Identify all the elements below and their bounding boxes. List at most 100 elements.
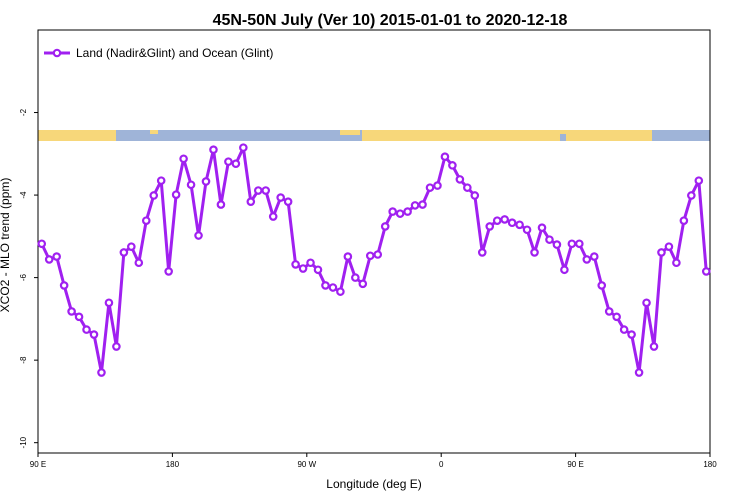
data-point — [440, 152, 450, 161]
data-point — [365, 251, 375, 261]
data-point — [52, 252, 61, 261]
data-point — [89, 330, 99, 339]
data-point — [560, 265, 569, 275]
data-point — [657, 248, 666, 257]
data-point — [597, 281, 607, 290]
data-point — [119, 248, 129, 257]
data-point — [127, 242, 136, 251]
data-point — [246, 197, 256, 206]
data-point — [156, 176, 166, 185]
data-point — [343, 252, 353, 261]
land-strip — [150, 130, 158, 134]
data-point — [395, 209, 405, 218]
data-point — [74, 312, 84, 322]
x-axis-label: Longitude (deg E) — [326, 477, 421, 491]
data-point — [321, 281, 330, 290]
data-point — [433, 181, 442, 190]
data-point — [619, 325, 629, 334]
data-point — [522, 225, 532, 235]
data-point — [701, 267, 711, 276]
data-point — [194, 231, 203, 240]
data-point — [104, 298, 114, 308]
data-point — [201, 177, 211, 186]
data-point — [291, 260, 300, 269]
data-point — [410, 201, 420, 210]
data-point — [149, 191, 159, 200]
data-point — [298, 264, 308, 273]
data-point — [44, 255, 54, 264]
data-point — [627, 330, 636, 339]
data-point — [470, 191, 480, 200]
x-tick-label: 90 E — [567, 460, 583, 469]
data-point — [253, 186, 263, 195]
y-tick-label: -10 — [19, 436, 28, 448]
data-point — [672, 258, 681, 268]
data-point — [231, 159, 241, 169]
data-point — [694, 176, 704, 185]
data-point — [515, 220, 524, 230]
data-point — [216, 200, 226, 209]
data-point — [268, 212, 278, 221]
data-point — [37, 239, 47, 249]
x-tick-label: 180 — [703, 460, 717, 469]
land-strip — [38, 130, 116, 141]
legend-label: Land (Nadir&Glint) and Ocean (Glint) — [76, 46, 273, 60]
data-point — [373, 250, 383, 259]
x-tick-label: 90 E — [30, 460, 46, 469]
data-point — [283, 197, 293, 206]
data-point — [425, 183, 435, 192]
data-point — [679, 216, 689, 225]
x-tick-label: 180 — [166, 460, 180, 469]
data-point — [612, 312, 621, 322]
data-point — [485, 222, 495, 231]
data-point — [171, 190, 181, 199]
plot-frame — [37, 29, 711, 454]
land-strip — [362, 130, 652, 141]
data-point — [239, 143, 248, 152]
data-point — [67, 307, 76, 316]
data-point — [97, 368, 106, 377]
data-point — [530, 248, 539, 257]
x-tick-label: 0 — [439, 460, 444, 469]
data-point — [328, 283, 338, 292]
data-point — [455, 175, 465, 184]
data-point — [261, 186, 271, 195]
data-point — [276, 193, 285, 202]
map-strip — [38, 130, 710, 141]
chart-title: 45N-50N July (Ver 10) 2015-01-01 to 2020… — [213, 12, 568, 29]
data-point — [664, 242, 674, 251]
data-point — [351, 273, 360, 282]
data-point — [589, 252, 599, 261]
data-point — [388, 207, 397, 216]
data-point — [134, 258, 144, 268]
data-point — [306, 258, 315, 268]
data-point — [575, 239, 584, 249]
data-point — [313, 265, 323, 275]
data-point — [141, 216, 151, 225]
data-point — [380, 222, 390, 231]
land-strip — [340, 130, 360, 135]
data-point — [567, 239, 577, 249]
data-point — [604, 307, 614, 316]
data-point — [649, 342, 659, 351]
data-point — [507, 218, 517, 228]
data-point — [403, 207, 412, 216]
data-point — [552, 240, 562, 249]
y-tick-label: -4 — [19, 191, 28, 199]
y-tick-label: -2 — [19, 108, 28, 116]
y-tick-label: -8 — [19, 356, 28, 364]
data-point — [224, 157, 233, 166]
data-point — [634, 368, 644, 377]
data-point — [336, 287, 345, 296]
data-point — [418, 200, 427, 209]
data-point — [500, 215, 509, 224]
data-point — [537, 223, 547, 232]
legend-marker — [52, 48, 62, 58]
data-point — [112, 342, 121, 351]
data-point — [492, 216, 502, 225]
data-point — [448, 161, 457, 170]
data-point — [642, 298, 651, 308]
